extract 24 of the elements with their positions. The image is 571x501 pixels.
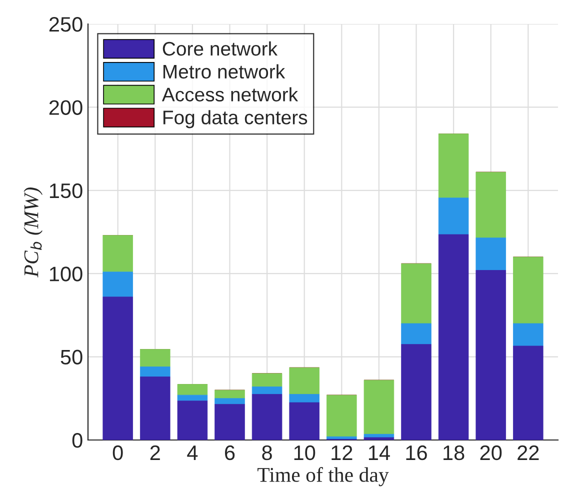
- x-tick-label: 6: [225, 445, 235, 460]
- x-tick-label: 22: [518, 445, 539, 460]
- y-axis-title: PC$_{b}$ (MW): [24, 188, 43, 278]
- y-tick-label: 250: [49, 17, 82, 32]
- x-tick-label: 18: [444, 445, 464, 460]
- legend-label: Access network: [162, 87, 298, 102]
- y-tick-label: 150: [50, 183, 82, 198]
- y-tick-label: 100: [50, 266, 82, 282]
- y-tick-label: 200: [49, 100, 82, 115]
- x-tick-label: 12: [332, 445, 352, 460]
- x-tick-label: 2: [150, 445, 160, 460]
- x-axis-title: Time of the day: [258, 467, 389, 486]
- x-tick-label: 10: [294, 445, 316, 460]
- legend-label: Metro network: [163, 64, 286, 79]
- x-tick-label: 0: [112, 445, 123, 460]
- x-tick-label: 8: [262, 445, 272, 460]
- legend-label: Fog data centers: [163, 110, 308, 128]
- y-tick-label: 50: [60, 350, 82, 365]
- x-tick-label: 20: [480, 445, 502, 460]
- x-tick-label: 16: [406, 445, 427, 460]
- x-tick-label: 4: [187, 446, 198, 460]
- x-tick-label: 14: [368, 446, 390, 460]
- y-tick-label: 0: [72, 433, 82, 448]
- legend-label: Core network: [162, 41, 278, 56]
